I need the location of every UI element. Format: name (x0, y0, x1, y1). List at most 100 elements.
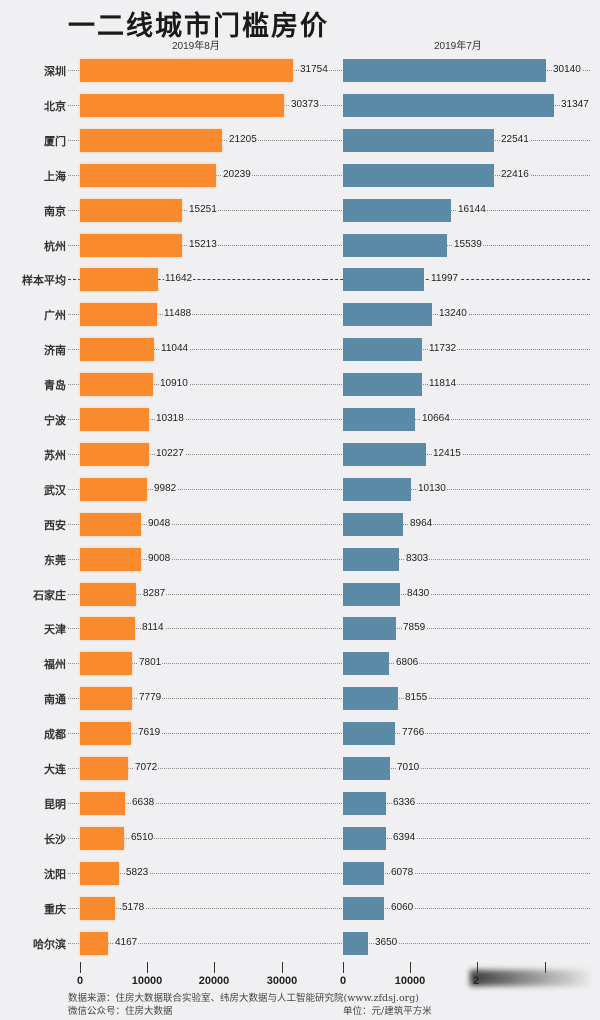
value-label-jul: 31347 (560, 98, 590, 111)
bar-jul (343, 582, 400, 606)
row-guide (68, 768, 325, 769)
bar-aug (80, 757, 128, 780)
row-guide (325, 593, 590, 595)
bar-jul (343, 59, 546, 82)
value-label-aug: 7619 (137, 727, 162, 740)
city-label: 苏州 (44, 448, 66, 462)
city-row: 上海 20239 22416 (0, 158, 600, 193)
city-row: 昆明 6638 6336 (0, 786, 600, 821)
city-label: 福州 (44, 658, 66, 672)
value-label-aug: 30373 (290, 98, 320, 111)
bar-jul (343, 826, 386, 850)
value-label-aug: 8287 (142, 587, 167, 600)
value-label-jul: 6806 (395, 657, 420, 670)
row-guide (68, 558, 325, 560)
city-label: 武汉 (44, 483, 66, 497)
value-label-aug: 11488 (163, 308, 193, 321)
axis-tick (80, 962, 81, 973)
bar-jul (343, 303, 432, 327)
bar-aug (80, 931, 108, 955)
axis-tick-label: 10000 (394, 975, 426, 987)
value-label-aug: 9048 (147, 517, 172, 530)
city-row: 沈阳 5823 6078 (0, 856, 600, 891)
value-label-jul: 15539 (453, 238, 483, 251)
bar-aug (80, 826, 124, 850)
city-label: 西安 (44, 518, 66, 532)
value-label-jul: 6078 (390, 866, 415, 879)
bar-jul (343, 757, 390, 780)
city-label: 杭州 (44, 239, 66, 253)
value-label-aug: 21205 (228, 133, 258, 146)
city-row: 石家庄 8287 8430 (0, 577, 600, 612)
city-label: 济南 (44, 344, 66, 358)
panel-title-august: 2019年8月 (172, 41, 220, 52)
city-label: 大连 (44, 763, 66, 776)
city-row: 东莞 9008 8303 (0, 542, 600, 577)
row-guide (68, 419, 325, 420)
bar-jul (343, 896, 384, 920)
city-row: 苏州 10227 12415 (0, 437, 600, 472)
value-label-aug: 10910 (159, 378, 189, 391)
row-guide (68, 663, 325, 665)
value-label-jul: 16144 (457, 203, 487, 216)
bar-aug (80, 93, 284, 117)
row-guide (68, 523, 325, 525)
bar-aug (80, 547, 141, 571)
row-guide (325, 768, 590, 769)
row-guide (68, 628, 325, 630)
bar-aug (80, 442, 149, 466)
city-row: 南京 15251 16144 (0, 193, 600, 228)
value-label-jul: 8303 (405, 552, 430, 565)
row-guide (325, 384, 590, 386)
bar-aug (80, 791, 125, 815)
value-label-jul: 22541 (500, 133, 530, 146)
value-label-aug: 6510 (130, 831, 155, 844)
bar-jul (343, 477, 411, 501)
city-row: 深圳 31754 30140 (0, 53, 600, 88)
row-guide (325, 628, 590, 630)
bar-aug (80, 722, 131, 746)
value-label-jul: 11732 (428, 343, 458, 356)
row-guide (325, 523, 590, 525)
row-guide (68, 453, 325, 455)
axis-tick-label: 0 (76, 975, 84, 987)
value-label-aug: 15251 (188, 203, 218, 216)
row-guide (325, 872, 590, 874)
value-label-jul: 7010 (396, 762, 421, 774)
city-row: 厦门 21205 22541 (0, 123, 600, 158)
row-guide (325, 733, 590, 735)
city-label: 沈阳 (44, 867, 66, 881)
city-row: 杭州 15213 15539 (0, 228, 600, 263)
bar-aug (80, 652, 132, 676)
bar-aug (80, 687, 132, 711)
bar-jul (343, 861, 384, 885)
bar-aug (80, 233, 182, 257)
footer-wechat: 微信公众号：住房大数据 (68, 1006, 173, 1017)
bar-aug (80, 408, 149, 431)
city-row: 宁波 10318 10664 (0, 402, 600, 437)
city-label: 哈尔滨 (33, 937, 66, 951)
row-guide (68, 349, 325, 351)
value-label-aug: 9982 (153, 482, 178, 495)
value-label-aug: 7072 (134, 762, 159, 774)
bar-jul (343, 233, 447, 257)
row-guide (68, 314, 325, 316)
bar-aug (80, 861, 119, 885)
city-row: 青岛 10910 11814 (0, 367, 600, 402)
city-row: 长沙 6510 6394 (0, 821, 600, 856)
value-label-aug: 4167 (114, 936, 139, 949)
city-row: 广州 11488 13240 (0, 297, 600, 332)
bar-jul (343, 408, 415, 431)
bar-aug (80, 477, 147, 501)
city-row: 南通 7779 8155 (0, 681, 600, 716)
row-guide (68, 488, 325, 490)
row-guide (325, 802, 590, 804)
city-row: 重庆 5178 6060 (0, 891, 600, 926)
row-guide (68, 942, 325, 944)
row-guide (325, 558, 590, 560)
value-label-jul: 8964 (409, 517, 434, 530)
city-label: 成都 (44, 728, 66, 742)
city-row: 武汉 9982 10130 (0, 472, 600, 507)
axis-tick (410, 962, 411, 973)
value-label-jul: 22416 (500, 168, 530, 181)
